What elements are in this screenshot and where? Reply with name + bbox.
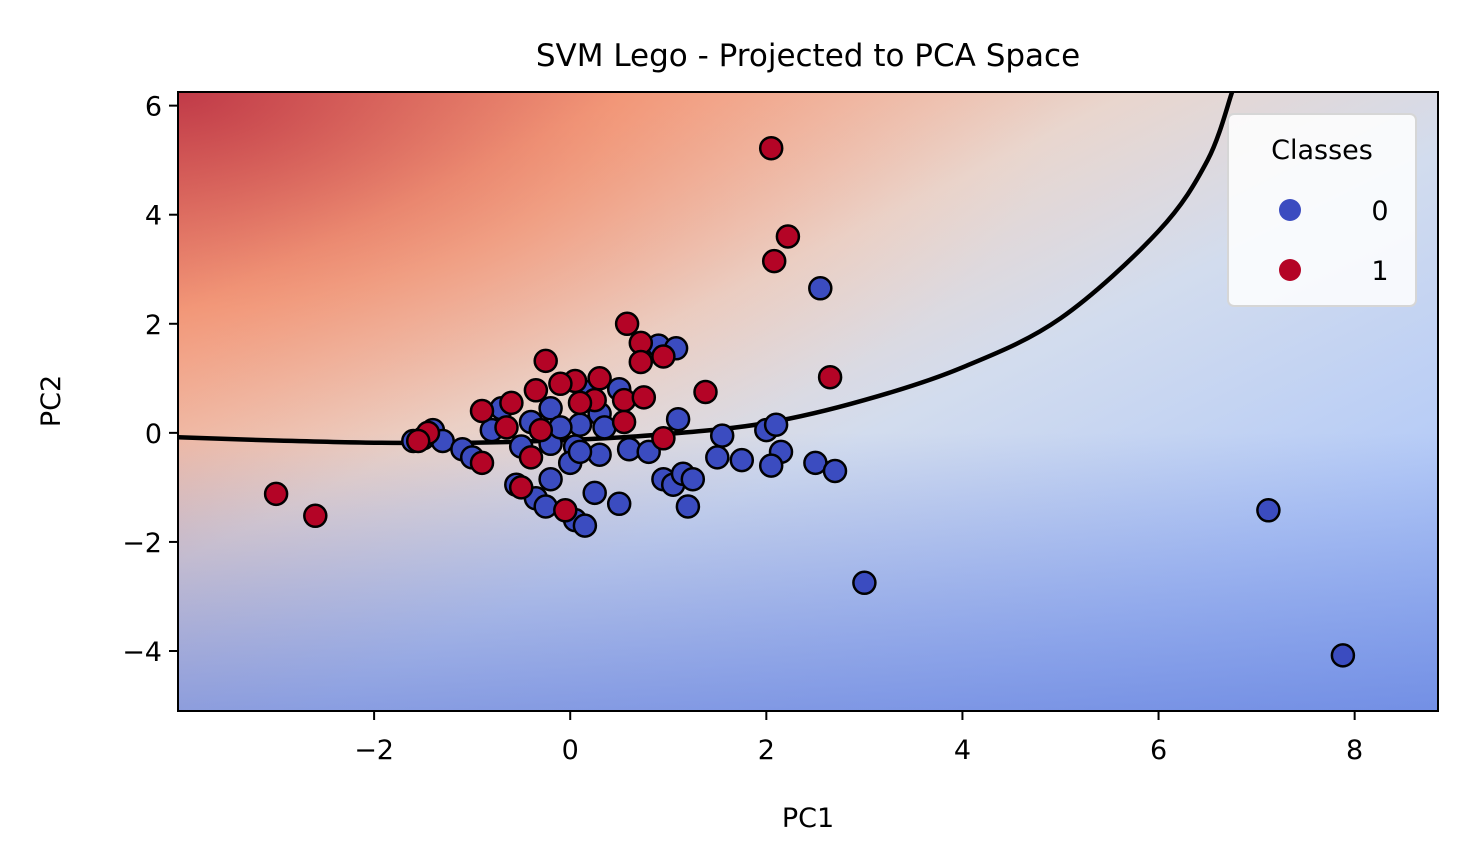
point-class-0-36 (675, 494, 701, 519)
point-class-1-2 (761, 248, 787, 274)
point-class-0-37 (705, 445, 730, 470)
point-class-0-21 (636, 439, 661, 465)
point-class-0-22 (538, 466, 563, 492)
point-class-1-21 (528, 417, 554, 443)
point-class-1-10 (548, 371, 573, 397)
y-axis-ticks: −4 −2 0 2 4 6 (122, 92, 178, 668)
legend: Classes 0 1 (1227, 113, 1417, 307)
point-class-0-41 (763, 412, 789, 437)
point-class-0-43 (758, 453, 784, 478)
x-tick-label: 2 (758, 735, 775, 766)
point-class-0-35 (680, 466, 706, 492)
point-class-0-6 (538, 396, 563, 421)
point-class-1-6 (628, 349, 654, 375)
point-class-1-20 (494, 415, 519, 440)
legend-box (1227, 113, 1417, 307)
legend-marker-class-1 (1279, 259, 1301, 281)
point-class-0-39 (729, 447, 755, 473)
point-class-1-28 (263, 481, 289, 507)
x-tick-label: 6 (1150, 735, 1167, 766)
legend-marker-class-0 (1279, 199, 1301, 221)
point-class-1-12 (611, 387, 637, 413)
point-class-0-0 (808, 276, 833, 301)
point-class-1-14 (693, 379, 718, 405)
point-class-1-29 (303, 503, 328, 529)
point-class-1-23 (405, 428, 431, 454)
point-class-0-48 (1330, 643, 1356, 668)
point-class-1-25 (518, 445, 544, 470)
point-class-0-31 (572, 513, 598, 538)
point-class-1-17 (469, 398, 495, 424)
y-tick-label: 2 (145, 310, 162, 341)
x-tick-label: −2 (354, 735, 394, 766)
point-class-1-1 (775, 224, 801, 249)
point-class-0-24 (567, 439, 593, 465)
point-class-1-8 (587, 366, 612, 391)
y-axis-label: PC2 (36, 375, 67, 427)
point-class-0-28 (582, 480, 607, 506)
point-class-0-27 (533, 494, 558, 519)
point-class-1-30 (508, 475, 534, 500)
point-class-1-26 (651, 426, 676, 451)
y-tick-label: 0 (145, 419, 162, 450)
point-class-1-27 (817, 364, 843, 390)
x-tick-label: 8 (1346, 735, 1363, 766)
legend-title: Classes (1271, 135, 1373, 166)
point-class-1-7 (533, 348, 558, 374)
y-tick-label: 4 (145, 201, 162, 232)
y-tick-label: −2 (122, 528, 162, 559)
x-axis-ticks: −2 0 2 4 6 8 (354, 711, 1363, 766)
point-class-1-3 (614, 311, 640, 337)
plot-frame (177, 91, 1439, 712)
point-class-1-0 (758, 135, 784, 161)
y-tick-label: −4 (122, 637, 162, 668)
legend-label-class-1: 1 (1371, 256, 1388, 287)
point-class-1-24 (469, 450, 495, 476)
scatter-points (263, 135, 1356, 668)
x-tick-label: 0 (562, 735, 579, 766)
point-class-1-19 (611, 409, 637, 435)
point-class-1-13 (631, 385, 657, 410)
point-class-1-5 (651, 344, 676, 369)
x-axis-label: PC1 (782, 803, 834, 834)
point-class-0-45 (822, 458, 848, 484)
point-class-1-16 (567, 390, 593, 416)
point-class-0-38 (709, 423, 735, 448)
legend-label-class-0: 0 (1371, 196, 1388, 227)
point-class-0-29 (606, 491, 632, 517)
x-tick-label: 4 (954, 735, 971, 766)
point-class-1-31 (553, 498, 578, 523)
y-tick-label: 6 (145, 92, 162, 123)
point-class-0-46 (852, 570, 877, 596)
point-class-0-47 (1256, 498, 1281, 523)
point-class-1-18 (499, 390, 524, 416)
point-class-1-11 (523, 378, 549, 403)
chart-title: SVM Lego - Projected to PCA Space (536, 38, 1080, 74)
point-class-0-7 (665, 406, 691, 432)
